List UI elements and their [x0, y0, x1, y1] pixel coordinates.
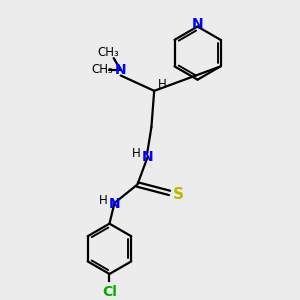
Text: N: N [192, 17, 203, 31]
Text: H: H [132, 147, 141, 160]
Text: Cl: Cl [102, 285, 117, 299]
Text: N: N [108, 197, 120, 211]
Text: N: N [142, 150, 154, 164]
Text: H: H [158, 78, 166, 91]
Text: N: N [115, 63, 127, 77]
Text: CH₃: CH₃ [91, 63, 113, 76]
Text: S: S [173, 187, 184, 202]
Text: H: H [99, 194, 107, 207]
Text: CH₃: CH₃ [97, 46, 119, 59]
